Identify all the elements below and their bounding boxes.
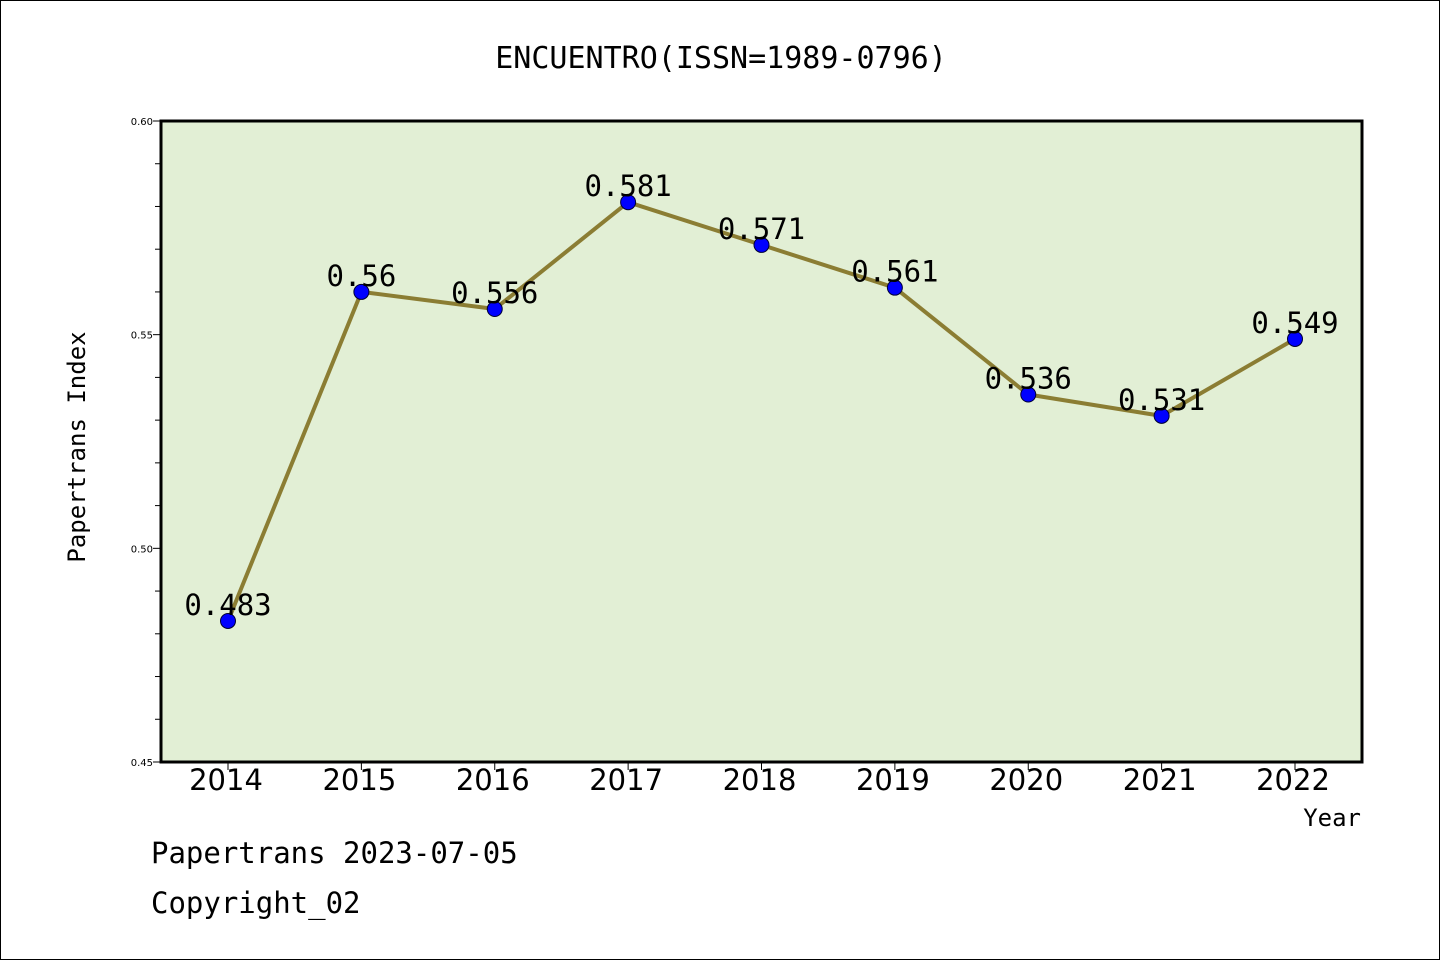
x-tick-label: 2018 bbox=[723, 763, 797, 797]
data-label: 0.483 bbox=[184, 588, 271, 622]
x-axis: 2014 2015 2016 2017 2018 2019 2020 2021 2022 bbox=[189, 762, 1330, 797]
data-label: 0.561 bbox=[851, 255, 938, 289]
data-label: 0.571 bbox=[718, 212, 805, 246]
plot-area bbox=[159, 119, 1364, 764]
x-tick-label: 2015 bbox=[322, 763, 396, 797]
data-labels: 0.483 0.56 0.556 0.581 0.571 0.561 0.536 0.531 0… bbox=[184, 169, 1338, 622]
footer-copyright: Copyright_02 bbox=[151, 886, 361, 920]
data-point bbox=[220, 612, 236, 629]
series-markers bbox=[220, 194, 1303, 629]
data-label: 0.536 bbox=[985, 361, 1072, 395]
data-point bbox=[886, 279, 903, 296]
data-point bbox=[486, 301, 503, 318]
x-tick-label: 2016 bbox=[456, 763, 530, 797]
y-tick-label: 0.60 bbox=[131, 117, 153, 128]
x-tick-label: 2017 bbox=[589, 763, 663, 797]
y-axis-title: Papertrans Index bbox=[63, 331, 91, 562]
x-axis-title: Year bbox=[1303, 804, 1361, 832]
data-label: 0.581 bbox=[584, 169, 671, 203]
x-tick-label: 2019 bbox=[856, 763, 930, 797]
y-tick-label: 0.55 bbox=[131, 331, 153, 342]
data-label: 0.549 bbox=[1251, 306, 1338, 340]
chart-title: ENCUENTRO(ISSN=1989-0796) bbox=[495, 41, 947, 76]
data-label: 0.556 bbox=[451, 276, 538, 310]
data-point bbox=[753, 236, 770, 253]
data-label: 0.531 bbox=[1118, 383, 1205, 417]
data-point bbox=[1153, 407, 1170, 424]
x-tick-label: 2014 bbox=[189, 763, 263, 797]
data-point bbox=[620, 194, 637, 211]
x-tick-label: 2020 bbox=[989, 763, 1063, 797]
y-tick-label: 0.45 bbox=[131, 758, 153, 769]
data-point bbox=[353, 283, 370, 300]
data-point bbox=[1287, 330, 1303, 347]
y-axis: 0.45 0.50 0.55 0.60 bbox=[131, 117, 161, 769]
data-label: 0.56 bbox=[326, 259, 396, 293]
x-tick-label: 2021 bbox=[1123, 763, 1197, 797]
footer-date: Papertrans 2023-07-05 bbox=[151, 836, 518, 870]
x-tick-label: 2022 bbox=[1256, 763, 1330, 797]
data-point bbox=[1020, 386, 1037, 403]
y-tick-label: 0.50 bbox=[131, 544, 153, 555]
